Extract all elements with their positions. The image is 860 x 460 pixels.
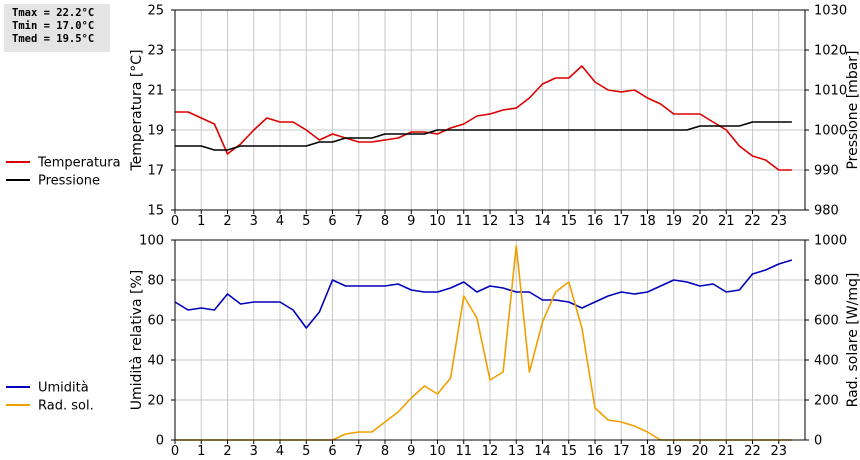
x-tick-label: 18 — [639, 214, 656, 229]
x-tick-label: 8 — [381, 214, 389, 229]
x-tick-label: 0 — [171, 444, 179, 459]
series-line-temperatura — [175, 65, 792, 171]
y2-tick-label: 990 — [814, 164, 839, 179]
x-tick-label: 12 — [482, 214, 499, 229]
legend-label: Pressione — [38, 174, 100, 189]
x-tick-label: 11 — [455, 214, 472, 229]
x-tick-label: 14 — [534, 444, 551, 459]
y-tick-label: 0 — [156, 434, 164, 449]
y2-tick-label: 1020 — [814, 44, 847, 59]
x-tick-label: 14 — [534, 214, 551, 229]
y-tick-label: 25 — [147, 4, 164, 19]
tmed-text: Tmed = 19.5°C — [12, 33, 95, 45]
plot-frame — [174, 9, 806, 211]
x-tick-label: 22 — [744, 214, 761, 229]
x-tick-label: 6 — [328, 444, 336, 459]
legend-label: Temperatura — [37, 156, 121, 171]
x-tick-label: 9 — [407, 444, 415, 459]
x-tick-label: 10 — [429, 444, 446, 459]
y2-tick-label: 1010 — [814, 84, 847, 99]
y2-tick-label: 200 — [814, 394, 839, 409]
x-tick-label: 15 — [560, 444, 577, 459]
x-tick-label: 19 — [665, 214, 682, 229]
x-tick-label: 21 — [718, 214, 735, 229]
x-tick-label: 20 — [692, 444, 709, 459]
plot-frame — [174, 239, 806, 441]
x-tick-label: 15 — [560, 214, 577, 229]
x-tick-label: 4 — [276, 444, 284, 459]
y-axis-title: Umidità relativa [%] — [129, 270, 145, 411]
y2-axis-title: Rad. solare [W/mq] — [845, 273, 860, 408]
y-tick-label: 17 — [147, 164, 164, 179]
x-tick-label: 11 — [455, 444, 472, 459]
x-tick-label: 9 — [407, 214, 415, 229]
y-tick-label: 80 — [147, 274, 164, 289]
x-tick-label: 23 — [770, 214, 787, 229]
series-line-umidit- — [174, 259, 793, 329]
x-tick-label: 12 — [482, 444, 499, 459]
x-tick-label: 2 — [223, 444, 231, 459]
y2-axis-title: Pressione [mbar] — [845, 50, 860, 169]
x-tick-label: 5 — [302, 214, 310, 229]
y2-tick-label: 400 — [814, 354, 839, 369]
x-tick-label: 20 — [692, 214, 709, 229]
y-tick-label: 19 — [147, 124, 164, 139]
x-tick-label: 1 — [197, 444, 205, 459]
y-axis-title: Temperatura [°C] — [129, 49, 145, 171]
y-tick-label: 100 — [139, 234, 164, 249]
y2-tick-label: 980 — [814, 204, 839, 219]
y2-tick-label: 800 — [814, 274, 839, 289]
x-tick-label: 17 — [613, 444, 630, 459]
y-tick-label: 60 — [147, 314, 164, 329]
x-tick-label: 13 — [508, 214, 525, 229]
x-tick-label: 13 — [508, 444, 525, 459]
y2-tick-label: 1000 — [814, 124, 847, 139]
x-tick-label: 0 — [171, 214, 179, 229]
x-tick-label: 3 — [250, 444, 258, 459]
x-tick-label: 2 — [223, 214, 231, 229]
legend-label: Rad. sol. — [38, 399, 94, 414]
x-tick-label: 7 — [355, 214, 363, 229]
x-tick-label: 16 — [587, 444, 604, 459]
x-tick-label: 23 — [770, 444, 787, 459]
x-tick-label: 8 — [381, 444, 389, 459]
y2-tick-label: 1000 — [814, 234, 847, 249]
x-tick-label: 6 — [328, 214, 336, 229]
tmax-text: Tmax = 22.2°C — [12, 7, 95, 19]
x-tick-label: 1 — [197, 214, 205, 229]
x-tick-label: 4 — [276, 214, 284, 229]
legend-label: Umidità — [38, 381, 89, 396]
series-line-rad-sol- — [175, 245, 792, 441]
x-tick-label: 17 — [613, 214, 630, 229]
x-tick-label: 10 — [429, 214, 446, 229]
x-tick-label: 16 — [587, 214, 604, 229]
y2-tick-label: 0 — [814, 434, 822, 449]
x-tick-label: 22 — [744, 444, 761, 459]
x-tick-label: 21 — [718, 444, 735, 459]
x-tick-label: 18 — [639, 444, 656, 459]
series-line-pressione — [175, 121, 792, 151]
x-tick-label: 3 — [250, 214, 258, 229]
x-tick-label: 7 — [355, 444, 363, 459]
x-tick-label: 19 — [665, 444, 682, 459]
stats-box: Tmax = 22.2°C Tmin = 17.0°C Tmed = 19.5°… — [4, 4, 110, 52]
y2-tick-label: 600 — [814, 314, 839, 329]
x-tick-label: 5 — [302, 444, 310, 459]
y-tick-label: 20 — [147, 394, 164, 409]
tmin-text: Tmin = 17.0°C — [12, 20, 95, 32]
y-tick-label: 23 — [147, 44, 164, 59]
y-tick-label: 15 — [147, 204, 164, 219]
y2-tick-label: 1030 — [814, 4, 847, 19]
y-tick-label: 21 — [147, 84, 164, 99]
y-tick-label: 40 — [147, 354, 164, 369]
